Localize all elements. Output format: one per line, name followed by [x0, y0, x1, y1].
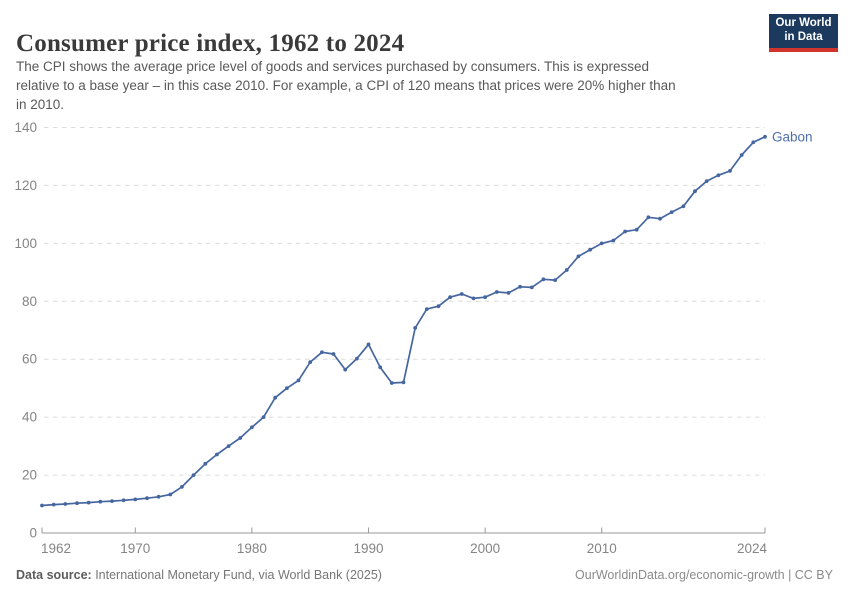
x-axis-tick-label: 1970 — [120, 541, 150, 556]
data-point-marker[interactable] — [226, 444, 231, 448]
data-point-marker[interactable] — [704, 179, 709, 184]
data-point-marker[interactable] — [366, 342, 371, 347]
data-point-marker[interactable] — [506, 291, 511, 295]
entity-label-gabon[interactable]: Gabon — [772, 129, 813, 144]
owid-logo-text: Our World — [775, 17, 832, 29]
data-point-marker[interactable] — [739, 153, 744, 157]
data-point-marker[interactable] — [215, 452, 219, 457]
data-point-marker[interactable] — [86, 500, 91, 505]
subtitle-line: The CPI shows the average price level of… — [16, 59, 650, 74]
x-axis-tick-label: 1962 — [41, 541, 71, 556]
data-point-marker[interactable] — [424, 307, 429, 311]
data-point-marker[interactable] — [75, 501, 79, 506]
data-point-marker[interactable] — [611, 238, 616, 243]
data-point-marker[interactable] — [145, 496, 149, 501]
data-point-marker[interactable] — [564, 268, 569, 272]
data-point-marker[interactable] — [658, 216, 662, 221]
data-point-marker[interactable] — [238, 436, 243, 440]
y-axis-tick-label: 40 — [22, 410, 37, 425]
subtitle-line: relative to a base year – in this case 2… — [16, 78, 676, 93]
data-point-marker[interactable] — [250, 425, 254, 430]
data-point-marker[interactable] — [553, 278, 557, 282]
y-axis-tick-label: 100 — [14, 236, 37, 251]
data-point-marker[interactable] — [529, 285, 534, 290]
data-point-marker[interactable] — [588, 247, 592, 252]
data-point-marker[interactable] — [483, 295, 487, 300]
chart-footer: Data source: International Monetary Fund… — [16, 568, 833, 582]
data-point-marker[interactable] — [518, 284, 522, 289]
chart-title: Consumer price index, 1962 to 2024 — [16, 29, 405, 57]
data-point-marker[interactable] — [110, 499, 114, 503]
gabon-cpi-line[interactable] — [41, 135, 766, 507]
data-point-marker[interactable] — [646, 215, 651, 220]
data-point-marker[interactable] — [98, 499, 103, 504]
data-point-marker[interactable] — [728, 169, 732, 173]
data-point-marker[interactable] — [285, 386, 289, 391]
data-point-marker[interactable] — [203, 461, 208, 466]
data-point-marker[interactable] — [133, 497, 138, 502]
data-point-marker[interactable] — [296, 378, 301, 383]
data-point-marker[interactable] — [669, 210, 674, 215]
x-axis-tick-label: 1990 — [353, 541, 383, 556]
data-point-marker[interactable] — [576, 254, 581, 259]
data-point-marker[interactable] — [273, 395, 278, 400]
data-point-marker[interactable] — [623, 229, 627, 234]
x-axis-tick-label: 2024 — [737, 541, 768, 556]
data-point-marker[interactable] — [401, 380, 406, 385]
x-axis-tick-label: 1980 — [237, 541, 267, 556]
data-point-marker[interactable] — [494, 290, 499, 294]
data-point-marker[interactable] — [681, 204, 686, 209]
data-point-marker[interactable] — [389, 381, 394, 385]
data-point-marker[interactable] — [459, 292, 464, 296]
data-source-text: International Monetary Fund, via World B… — [91, 568, 382, 582]
data-point-marker[interactable] — [156, 494, 161, 499]
data-point-marker[interactable] — [331, 352, 336, 356]
data-point-marker[interactable] — [471, 296, 476, 301]
data-point-marker[interactable] — [121, 498, 126, 503]
owid-logo-text: in Data — [784, 30, 823, 43]
data-point-marker[interactable] — [541, 277, 546, 282]
data-point-marker[interactable] — [751, 140, 756, 145]
data-point-marker[interactable] — [763, 134, 767, 139]
data-point-marker[interactable] — [261, 415, 266, 419]
data-point-marker[interactable] — [716, 173, 721, 178]
data-point-marker[interactable] — [634, 227, 639, 232]
data-point-marker[interactable] — [343, 367, 348, 372]
data-point-marker[interactable] — [180, 485, 184, 489]
data-point-marker[interactable] — [191, 473, 196, 477]
data-source: Data source: International Monetary Fund… — [16, 568, 382, 582]
data-point-marker[interactable] — [448, 295, 452, 300]
data-point-marker[interactable] — [51, 502, 56, 507]
data-point-marker[interactable] — [599, 241, 604, 246]
chart-subtitle: The CPI shows the average price level of… — [16, 57, 746, 114]
data-point-marker[interactable] — [40, 503, 44, 508]
x-axis-tick-label: 2010 — [587, 541, 617, 556]
y-axis-tick-label: 80 — [22, 294, 37, 309]
y-axis-tick-label: 20 — [22, 468, 37, 483]
data-point-marker[interactable] — [355, 356, 359, 361]
subtitle-line: in 2010. — [16, 97, 65, 112]
credit-link[interactable]: OurWorldinData.org/economic-growth | CC … — [575, 568, 833, 582]
y-axis-tick-label: 60 — [22, 352, 37, 367]
data-point-marker[interactable] — [413, 326, 418, 330]
y-axis-tick-label: 0 — [29, 526, 37, 541]
data-point-marker[interactable] — [168, 492, 173, 497]
data-point-marker[interactable] — [693, 189, 697, 194]
y-axis-tick-label: 120 — [14, 178, 37, 193]
data-point-marker[interactable] — [378, 365, 383, 370]
data-point-marker[interactable] — [436, 304, 441, 309]
data-point-marker[interactable] — [308, 360, 313, 364]
x-axis-tick-label: 2000 — [470, 541, 500, 556]
data-source-label: Data source: — [16, 568, 92, 582]
data-point-marker[interactable] — [320, 350, 324, 355]
y-axis-tick-label: 140 — [14, 120, 37, 135]
data-point-marker[interactable] — [63, 502, 68, 506]
owid-logo[interactable]: Our World in Data — [769, 14, 838, 52]
